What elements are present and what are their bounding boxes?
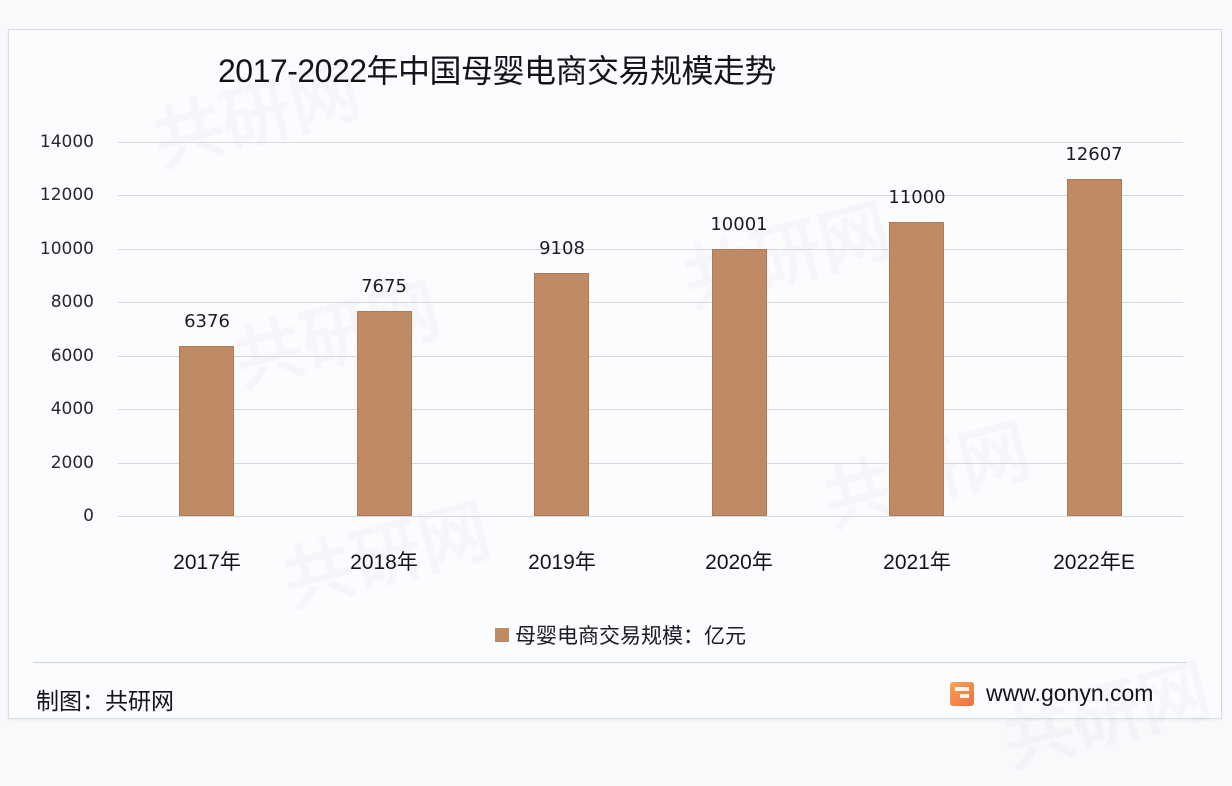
gridline — [118, 516, 1183, 517]
y-tick-label: 0 — [83, 506, 94, 526]
gridline — [118, 249, 1183, 250]
bar — [534, 273, 589, 516]
gonyn-logo-icon — [950, 681, 974, 706]
gridline — [118, 142, 1183, 143]
gridline — [118, 409, 1183, 410]
bar-value-label: 6376 — [184, 311, 230, 332]
x-tick-label: 2020年 — [705, 551, 773, 574]
y-tick-label: 8000 — [50, 292, 94, 312]
legend-swatch — [495, 628, 509, 642]
bar — [179, 346, 234, 516]
legend-label: 母婴电商交易规模：亿元 — [515, 624, 746, 648]
bar — [1067, 179, 1122, 516]
bar-value-label: 9108 — [539, 238, 585, 259]
gridline — [118, 195, 1183, 196]
footer-divider — [33, 662, 1186, 663]
gridline — [118, 302, 1183, 303]
bar-value-label: 12607 — [1065, 144, 1123, 165]
x-tick-label: 2019年 — [528, 551, 596, 574]
source-credit: 制图：共研网 — [36, 689, 174, 715]
bar-value-label: 11000 — [888, 187, 946, 208]
x-tick-label: 2021年 — [883, 551, 951, 574]
y-tick-label: 6000 — [50, 346, 94, 366]
y-tick-label: 4000 — [50, 399, 94, 419]
website-credit: www.gonyn.com — [950, 680, 1153, 707]
bar-value-label: 10001 — [710, 214, 768, 235]
bar-value-label: 7675 — [361, 276, 407, 297]
bar — [357, 311, 412, 516]
x-tick-label: 2018年 — [350, 551, 418, 574]
gridline — [118, 463, 1183, 464]
chart-title: 2017-2022年中国母婴电商交易规模走势 — [218, 53, 777, 89]
website-url: www.gonyn.com — [986, 680, 1154, 706]
legend: 母婴电商交易规模：亿元 — [495, 620, 746, 650]
y-tick-label: 2000 — [50, 453, 94, 473]
y-tick-label: 10000 — [39, 239, 94, 259]
bar — [712, 249, 767, 516]
y-tick-label: 14000 — [39, 132, 94, 152]
y-tick-label: 12000 — [39, 185, 94, 205]
gridline — [118, 356, 1183, 357]
x-tick-label: 2022年E — [1053, 551, 1135, 574]
bar — [889, 222, 944, 516]
x-tick-label: 2017年 — [173, 551, 241, 574]
plot-area: 0 2000 4000 6000 8000 10000 12000 14000 6376 2017… — [39, 132, 1183, 574]
